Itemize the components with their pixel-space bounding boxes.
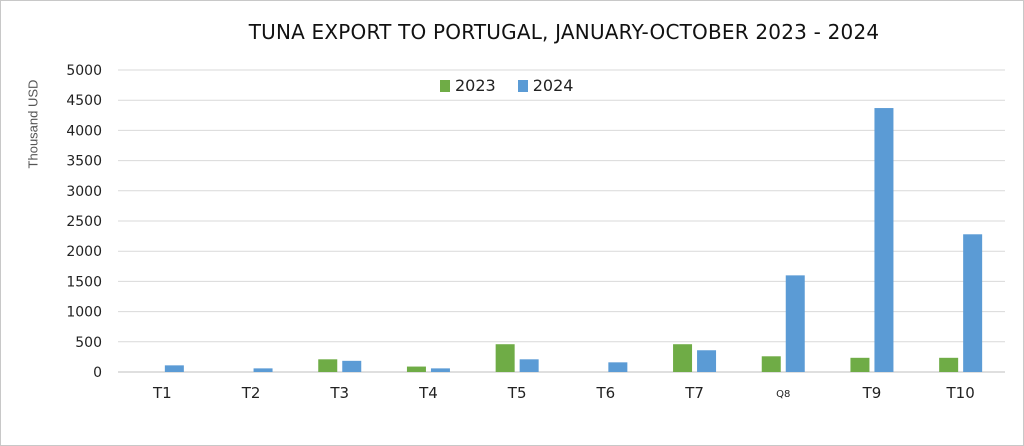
x-tick-label: T9 [862,384,882,402]
legend-item-2023: 2023 [440,76,496,95]
bar-2024-T7 [697,350,717,372]
bar-2023-T7 [673,344,693,372]
legend-swatch-2024 [517,79,528,92]
y-tick-label: 3500 [66,154,102,170]
legend-item-2024: 2024 [517,76,574,95]
bar-2024-T1 [164,365,184,372]
bar-2024-T2 [253,368,273,372]
bar-2023-T5 [495,344,515,372]
bar-2023-T4 [406,366,426,372]
y-tick-label: 2500 [66,214,102,230]
x-tick-label: T2 [241,384,261,402]
legend-swatch-2023 [440,79,450,92]
bar-2024-T9 [874,108,894,372]
y-tick-label: 1500 [66,274,102,290]
x-tick-label: T7 [684,384,704,402]
y-tick-label: 4500 [66,93,102,109]
x-tick-label: T3 [329,384,349,402]
bar-2023-T3 [318,359,338,372]
y-tick-label: 500 [75,335,102,351]
bar-2024-T10 [963,234,983,372]
x-tick-label: T1 [152,384,172,402]
legend-label-2024: 2024 [532,76,574,95]
legend-label-2023: 2023 [455,76,496,95]
y-tick-label: 2000 [66,244,102,260]
x-tick-label: T10 [946,384,975,402]
y-tick-label: 3000 [66,184,102,200]
bar-2023-T9 [850,357,870,372]
y-tick-label: 1000 [66,305,102,321]
legend: 2023 2024 [440,76,595,95]
bar-2023-Q8 [761,356,781,372]
y-tick-label: 5000 [66,63,102,79]
bar-2023-T10 [939,357,959,372]
x-tick-label: T5 [507,384,527,402]
bar-2024-T3 [342,360,362,372]
chart-title: TUNA EXPORT TO PORTUGAL, JANUARY-OCTOBER… [248,20,880,44]
y-tick-label: 4000 [66,123,102,139]
x-tick-label: T6 [595,384,615,402]
x-tick-label: Q8 [776,389,790,400]
bar-2024-T5 [519,359,539,372]
bar-2024-T6 [608,362,628,372]
bar-2024-T4 [430,368,450,372]
bar-2024-Q8 [785,275,805,372]
x-tick-label: T4 [418,384,438,402]
y-tick-label: 0 [93,365,102,381]
